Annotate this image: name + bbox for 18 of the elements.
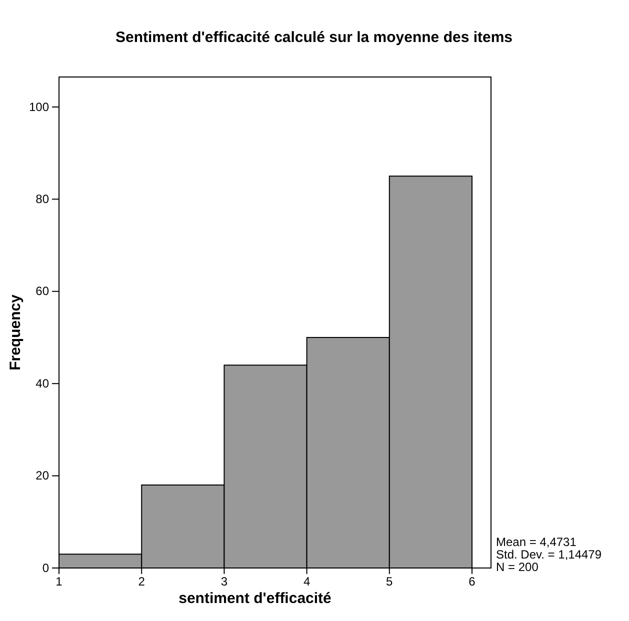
y-tick-label: 60 xyxy=(36,284,50,298)
chart-title: Sentiment d'efficacité calculé sur la moyenne des items xyxy=(115,29,513,46)
x-tick-label: 3 xyxy=(220,574,228,589)
x-tick-label: 4 xyxy=(303,574,310,589)
text: Std. Dev. = 1,14479 xyxy=(496,548,602,562)
y-tick-label: 0 xyxy=(42,560,50,575)
y-axis-title: Frequency xyxy=(7,294,24,370)
x-tick-label: 2 xyxy=(138,574,146,589)
text: Mean = 4,4731 xyxy=(496,535,577,549)
x-tick-label: 6 xyxy=(468,574,476,589)
x-axis-title: sentiment d'efficacité xyxy=(178,590,332,607)
y-tick-label: 100 xyxy=(28,100,50,114)
y-tick-label: 40 xyxy=(36,376,50,390)
text: N = 200 xyxy=(496,560,539,574)
y-tick-label: 20 xyxy=(36,468,50,483)
x-tick-label: 1 xyxy=(56,574,63,589)
y-tick-label: 80 xyxy=(36,192,50,206)
x-tick-label: 5 xyxy=(386,574,394,589)
